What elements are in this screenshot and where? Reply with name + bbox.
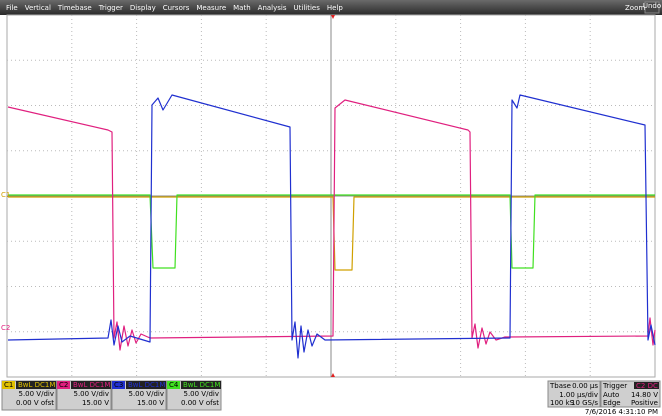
- channel-coupling: BwL DC1M: [128, 381, 165, 389]
- trace-c2: [7, 99, 656, 351]
- trace-c3: [7, 94, 656, 359]
- channel-label: C4: [169, 381, 179, 389]
- menu-item[interactable]: Analysis: [258, 4, 287, 12]
- channel-label: C3: [114, 381, 123, 389]
- timebase-delay: 0.00 µs: [572, 382, 598, 390]
- channel-label: C2: [59, 381, 68, 389]
- channel-marker: C1: [1, 191, 10, 199]
- trigger-type: Edge: [603, 399, 621, 407]
- menu-item[interactable]: File: [6, 4, 18, 12]
- channel-coupling: BwL DC1M: [73, 381, 110, 389]
- channel-tag: [167, 381, 180, 389]
- trigger-label: Trigger: [602, 382, 627, 390]
- coupling-box: [16, 381, 56, 389]
- timebase-samples: 100 kS: [550, 399, 575, 407]
- zoom-button[interactable]: Zoom: [625, 4, 645, 12]
- menu-item[interactable]: Math: [233, 4, 251, 12]
- channel-offset: 15.00 V: [137, 399, 164, 407]
- menu-item[interactable]: Measure: [196, 4, 226, 12]
- menu-item[interactable]: Timebase: [57, 4, 92, 12]
- channel-label: C1: [4, 381, 13, 389]
- menu-item[interactable]: Display: [130, 4, 156, 12]
- trigger-mode: Auto: [603, 391, 619, 399]
- timebase-box[interactable]: [547, 380, 601, 408]
- channel-tag: [2, 381, 15, 389]
- menu-item[interactable]: Utilities: [294, 4, 321, 12]
- channel-tag: [57, 381, 70, 389]
- coupling-box: [181, 381, 221, 389]
- channel-markers: C1 C2: [1, 191, 10, 332]
- timebase-rate: 10 GS/s: [571, 399, 598, 407]
- trigger-source-box: [634, 382, 659, 389]
- channel-coupling: BwL DC1M: [18, 381, 55, 389]
- channel-coupling: BwL DC1M: [183, 381, 220, 389]
- menu-bar: [0, 0, 662, 15]
- menu-item[interactable]: Trigger: [98, 4, 123, 12]
- channel-offset: 0.00 V ofst: [181, 399, 219, 407]
- timestamp: 7/6/2016 4:31:10 PM: [585, 408, 658, 416]
- channel-tag: [112, 381, 125, 389]
- trace-c1: [8, 196, 655, 271]
- channel-marker: C2: [1, 324, 10, 332]
- trigger-source: C2 DC: [636, 382, 658, 390]
- channel-scale: 5.00 V/div: [184, 390, 220, 398]
- channel-scale: 5.00 V/div: [74, 390, 110, 398]
- trigger-level: 14.80 V: [631, 391, 658, 399]
- grid: [7, 15, 655, 377]
- undo-button[interactable]: [644, 1, 660, 14]
- timebase-scale: 1.00 µs/div: [559, 391, 598, 399]
- channel-offset: 15.00 V: [82, 399, 109, 407]
- timebase-label: Tbase: [549, 382, 571, 390]
- menu-item[interactable]: Help: [327, 4, 344, 12]
- traces: [7, 94, 656, 359]
- coupling-box: [126, 381, 166, 389]
- channel-scale: 5.00 V/div: [129, 390, 165, 398]
- trigger-slope: Positive: [631, 399, 658, 407]
- undo-label: Undo: [643, 2, 661, 10]
- menu-item[interactable]: Vertical: [25, 4, 51, 12]
- channel-scale: 5.00 V/div: [19, 390, 55, 398]
- channel-offset: 0.00 V ofst: [16, 399, 54, 407]
- menu-item[interactable]: Cursors: [163, 4, 190, 12]
- menu: File Vertical Timebase Trigger Display Cursor…: [6, 4, 343, 12]
- coupling-box: [71, 381, 111, 389]
